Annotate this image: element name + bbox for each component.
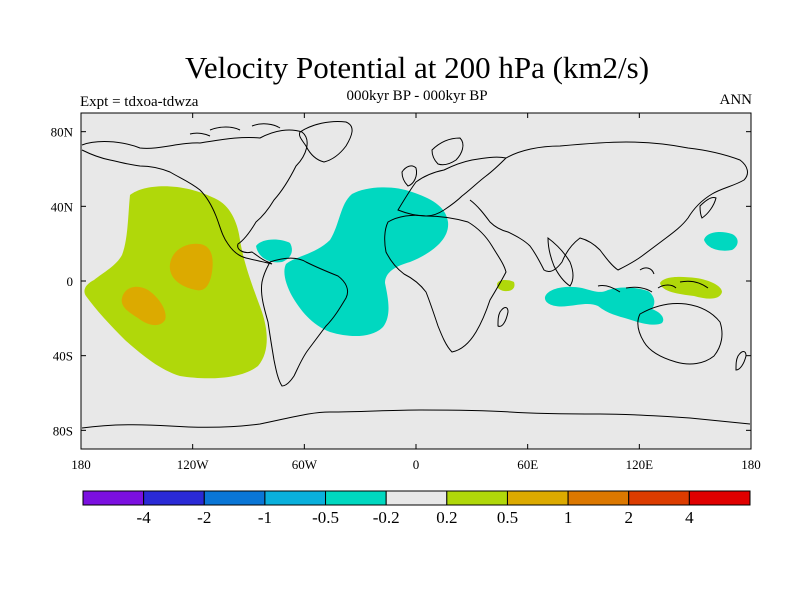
colorbar-label: -0.2: [373, 508, 400, 527]
coast-antarctica: [81, 409, 751, 429]
coast-africa: [384, 214, 507, 353]
colorbar-box: [688, 490, 751, 506]
x-tick-label: 0: [413, 457, 420, 472]
colorbar-box: [143, 490, 205, 506]
coast-arctic-islands: [189, 123, 281, 137]
colorbar-box: [446, 490, 508, 506]
field-shading: [84, 186, 738, 379]
colorbar-box: [264, 490, 327, 506]
colorbar-box: [325, 490, 387, 506]
colorbar-labels: -4 -2 -1 -0.5 -0.2 0.2 0.5 1 2 4: [137, 508, 695, 527]
x-tick-label: 180: [741, 457, 761, 472]
colorbar-box: [506, 490, 569, 506]
field-positive-east-africa: [497, 279, 515, 292]
colorbar-label: -4: [137, 508, 152, 527]
field-negative-indian-ocean: [544, 286, 664, 325]
x-tick-label: 180: [71, 457, 91, 472]
colorbar-box: [385, 490, 448, 506]
coast-north-america: [81, 129, 308, 265]
y-tick-label: 0: [67, 274, 74, 289]
coastlines: [81, 121, 751, 429]
season-label: ANN: [719, 92, 753, 108]
field-negative-caribbean: [256, 239, 292, 263]
y-axis: 80N 40N 0 40S 80S: [51, 125, 751, 438]
coast-madagascar: [497, 307, 509, 327]
coast-asia: [469, 141, 748, 273]
coast-new-zealand: [735, 351, 747, 371]
y-tick-label: 80N: [51, 125, 74, 140]
chart-title: Velocity Potential at 200 hPa (km2/s): [184, 50, 650, 85]
coast-indonesia: [597, 267, 709, 293]
colorbar-label: -2: [197, 508, 211, 527]
colorbar-label: 0.2: [436, 508, 457, 527]
x-tick-label: 120E: [626, 457, 654, 472]
colorbar-box: [82, 490, 145, 506]
colorbar-label: 0.5: [497, 508, 518, 527]
coast-australia: [637, 303, 723, 365]
x-tick-label: 60E: [517, 457, 538, 472]
coast-japan: [699, 197, 717, 219]
coast-india: [547, 236, 574, 287]
field-positive-pacific-upper: [169, 243, 213, 291]
y-tick-label: 40N: [51, 199, 74, 214]
field-positive-pacific-lower: [121, 286, 166, 326]
coast-uk: [401, 165, 417, 187]
y-tick-label: 40S: [53, 349, 73, 364]
x-tick-label: 60W: [292, 457, 318, 472]
experiment-label: Expt = tdxoa-tdwza: [80, 94, 199, 110]
y-tick-label: 80S: [53, 423, 73, 438]
colorbar-box: [203, 490, 266, 506]
colorbar-box: [567, 490, 630, 506]
coast-south-america: [261, 257, 349, 387]
colorbar-label: 2: [624, 508, 633, 527]
colorbar-label: 4: [685, 508, 694, 527]
coast-greenland: [299, 121, 353, 163]
colorbar-boxes: [82, 490, 751, 506]
colorbar-label: -0.5: [312, 508, 339, 527]
field-positive-west-pacific: [660, 276, 722, 299]
field-negative-atlantic: [284, 187, 449, 337]
field-positive-east-pacific: [84, 186, 267, 379]
coast-europe: [397, 156, 508, 217]
colorbar-label: 1: [564, 508, 573, 527]
colorbar-box: [628, 490, 690, 506]
x-axis: 180 120W 60W 0 60E 120E 180: [71, 113, 761, 472]
coast-scandinavia: [431, 137, 464, 166]
field-negative-west-pacific: [704, 232, 738, 251]
colorbar-label: -1: [258, 508, 272, 527]
x-tick-label: 120W: [177, 457, 210, 472]
chart-subtitle: 000kyr BP - 000kyr BP: [346, 88, 488, 104]
